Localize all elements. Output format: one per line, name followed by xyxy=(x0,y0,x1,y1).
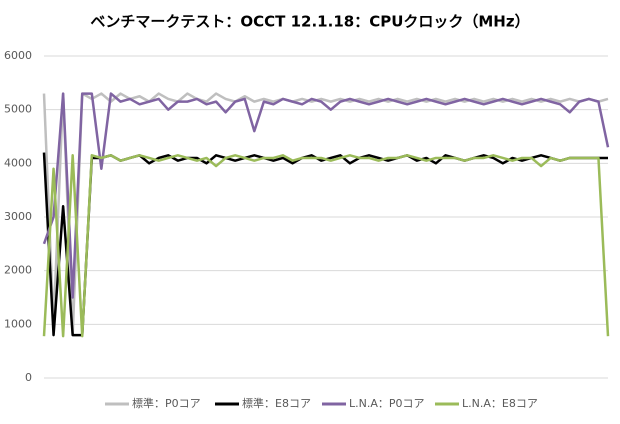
y-tick-label: 1000 xyxy=(4,317,32,330)
legend-label: 標準：P0コア xyxy=(132,396,201,410)
legend-label: L.N.A：E8コア xyxy=(462,397,538,410)
y-tick-label: 5000 xyxy=(4,103,32,116)
series-line xyxy=(42,92,610,299)
y-tick-label: 4000 xyxy=(4,156,32,169)
series-line xyxy=(42,92,609,337)
series-line xyxy=(42,154,610,338)
legend-label: L.N.A：P0コア xyxy=(349,397,425,410)
legend-label: 標準：E8コア xyxy=(242,396,311,410)
y-tick-label: 6000 xyxy=(4,49,32,62)
y-tick-label: 0 xyxy=(25,371,32,384)
y-tick-label: 3000 xyxy=(4,210,32,223)
chart-title: ベンチマークテスト：OCCT 12.1.18：CPUクロック（MHz） xyxy=(90,13,529,31)
y-tick-label: 2000 xyxy=(4,264,32,277)
